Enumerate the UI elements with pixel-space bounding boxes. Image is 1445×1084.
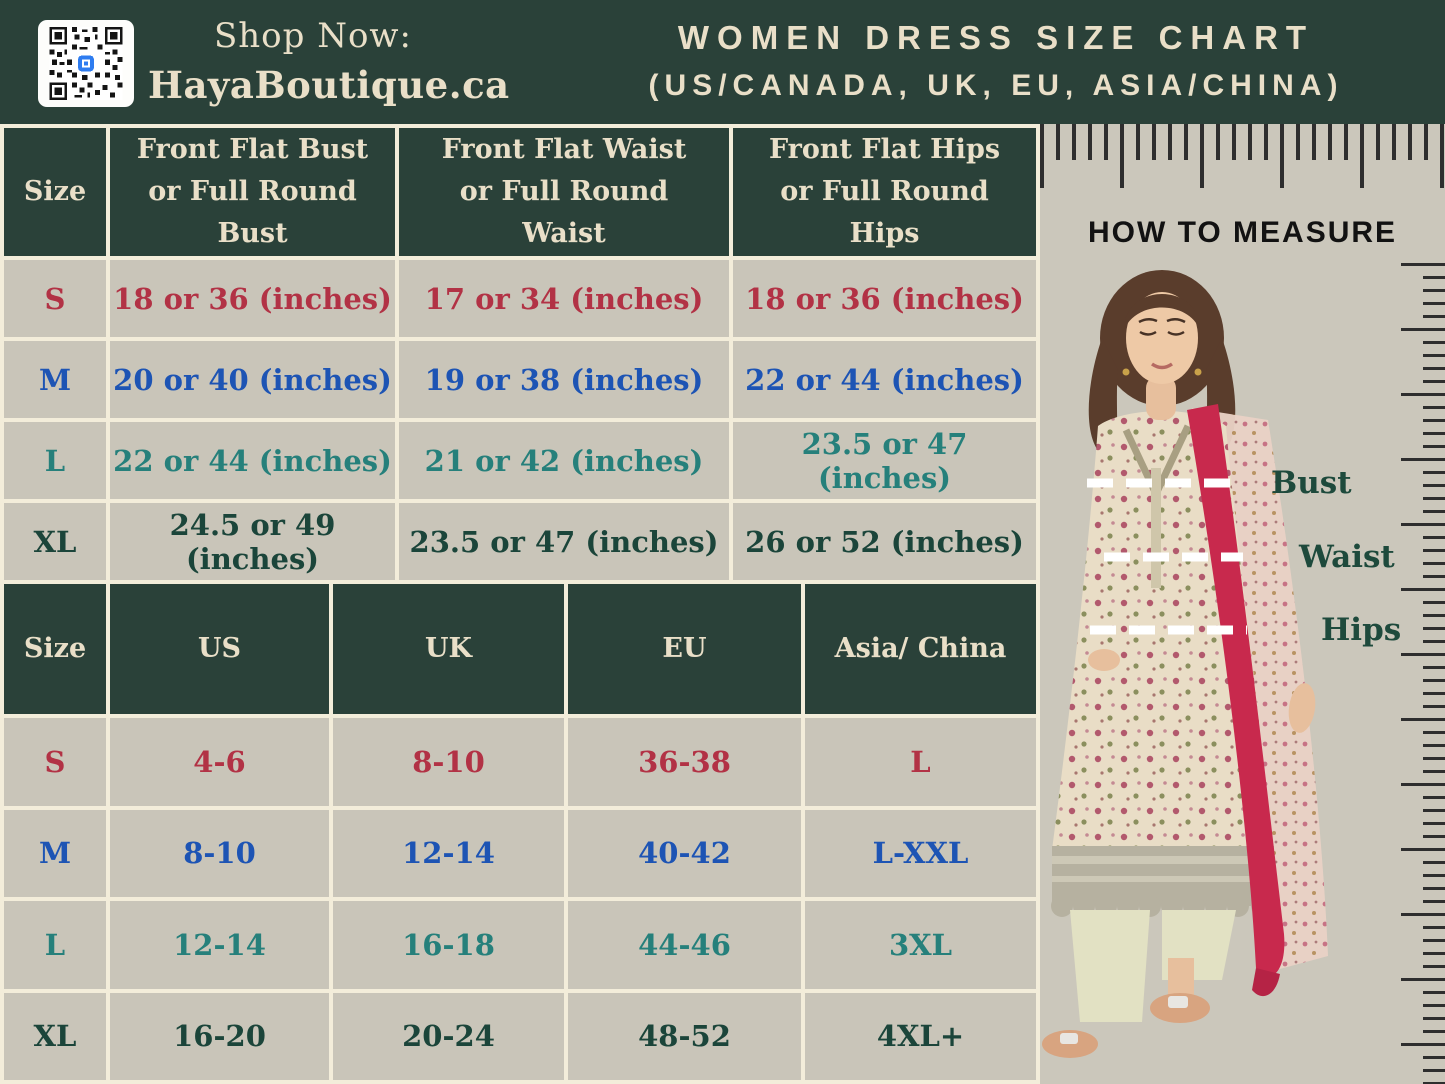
waist-label: Waist	[1299, 539, 1395, 575]
conversion-header-size: Size	[4, 584, 106, 714]
uk-cell: 20-24	[333, 992, 564, 1080]
size-cell: S	[4, 718, 106, 806]
conversion-header-asia: Asia/ China	[805, 584, 1036, 714]
bust-cell: 22 or 44 (inches)	[110, 422, 395, 499]
eu-cell: 40-42	[568, 809, 801, 897]
model-hair-fringe	[1124, 294, 1200, 330]
bust-cell: 20 or 40 (inches)	[110, 341, 395, 418]
measurement-dash-lines	[1087, 478, 1247, 635]
waist-cell: 23.5 or 47 (inches)	[399, 503, 729, 580]
bust-cell: 18 or 36 (inches)	[110, 260, 395, 337]
earring-icon	[1122, 368, 1130, 376]
page-title-line1: WOMEN DRESS SIZE CHART	[677, 19, 1315, 56]
website-name: HayaBoutique.ca	[148, 63, 510, 107]
hips-cell: 22 or 44 (inches)	[733, 341, 1036, 418]
model-eyes	[1138, 318, 1186, 336]
model-right-hand	[1088, 649, 1120, 671]
vertical-ruler-graphic	[1401, 263, 1445, 1084]
us-cell: 4-6	[110, 718, 329, 806]
how-to-measure-panel: HOW TO MEASURE	[1040, 124, 1445, 1084]
qr-code-icon	[49, 27, 123, 100]
conversion-table: Size US UK EU Asia/ China S 4-6 8-10 36-…	[0, 584, 1040, 1084]
shop-block: Shop Now: HayaBoutique.ca	[148, 12, 510, 114]
measurement-table: Size Front Flat Bust or Full Round Bust …	[0, 124, 1040, 584]
measurement-header-hips: Front Flat Hips or Full Round Hips	[733, 128, 1036, 256]
us-cell: 12-14	[110, 901, 329, 989]
dress-placket	[1151, 468, 1161, 588]
model-lips	[1150, 362, 1174, 370]
hips-cell: 18 or 36 (inches)	[733, 260, 1036, 337]
size-cell: L	[4, 901, 106, 989]
eu-cell: 36-38	[568, 718, 801, 806]
uk-cell: 12-14	[333, 809, 564, 897]
header-banner: Shop Now: HayaBoutique.ca WOMEN DRESS SI…	[0, 0, 1445, 125]
us-cell: 16-20	[110, 992, 329, 1080]
earring-icon	[1194, 368, 1202, 376]
dupatta-red-strip	[1187, 404, 1285, 997]
conversion-header-uk: UK	[333, 584, 564, 714]
waist-cell: 19 or 38 (inches)	[399, 341, 729, 418]
uk-cell: 8-10	[333, 718, 564, 806]
eu-cell: 48-52	[568, 992, 801, 1080]
uk-cell: 16-18	[333, 901, 564, 989]
hips-cell: 26 or 52 (inches)	[733, 503, 1036, 580]
size-cell: XL	[4, 503, 106, 580]
shop-now-label: Shop Now:	[213, 16, 412, 56]
page-title: WOMEN DRESS SIZE CHART (US/CANADA, UK, E…	[555, 14, 1437, 114]
size-cell: XL	[4, 992, 106, 1080]
waist-cell: 17 or 34 (inches)	[399, 260, 729, 337]
model-illustration	[1042, 270, 1328, 1058]
size-cell: L	[4, 422, 106, 499]
size-cell: S	[4, 260, 106, 337]
eu-cell: 44-46	[568, 901, 801, 989]
asia-cell: 4XL+	[805, 992, 1036, 1080]
asia-cell: 3XL	[805, 901, 1036, 989]
size-cell: M	[4, 341, 106, 418]
conversion-header-eu: EU	[568, 584, 801, 714]
waist-cell: 21 or 42 (inches)	[399, 422, 729, 499]
conversion-header-us: US	[110, 584, 329, 714]
page-title-line2: (US/CANADA, UK, EU, ASIA/CHINA)	[648, 69, 1344, 102]
measurement-header-bust: Front Flat Bust or Full Round Bust	[110, 128, 395, 256]
model-shoes	[1042, 993, 1210, 1058]
model-face	[1126, 292, 1198, 384]
hips-label: Hips	[1321, 612, 1402, 648]
measurement-header-waist: Front Flat Waist or Full Round Waist	[399, 128, 729, 256]
bust-cell: 24.5 or 49 (inches)	[110, 503, 395, 580]
hips-cell: 23.5 or 47 (inches)	[733, 422, 1036, 499]
horizontal-ruler-graphic	[1040, 124, 1445, 188]
dress-lace-hem	[1051, 846, 1274, 917]
how-to-measure-title: HOW TO MEASURE	[1087, 216, 1398, 249]
size-cell: M	[4, 809, 106, 897]
model-neck	[1146, 376, 1176, 420]
asia-cell: L	[805, 718, 1036, 806]
qr-code	[38, 20, 134, 107]
measurement-header-size: Size	[4, 128, 106, 256]
asia-cell: L-XXL	[805, 809, 1036, 897]
model-ankle	[1168, 958, 1194, 996]
bust-label: Bust	[1271, 465, 1352, 501]
model-left-hand	[1288, 683, 1316, 733]
size-tables: Size Front Flat Bust or Full Round Bust …	[0, 124, 1040, 1084]
us-cell: 8-10	[110, 809, 329, 897]
